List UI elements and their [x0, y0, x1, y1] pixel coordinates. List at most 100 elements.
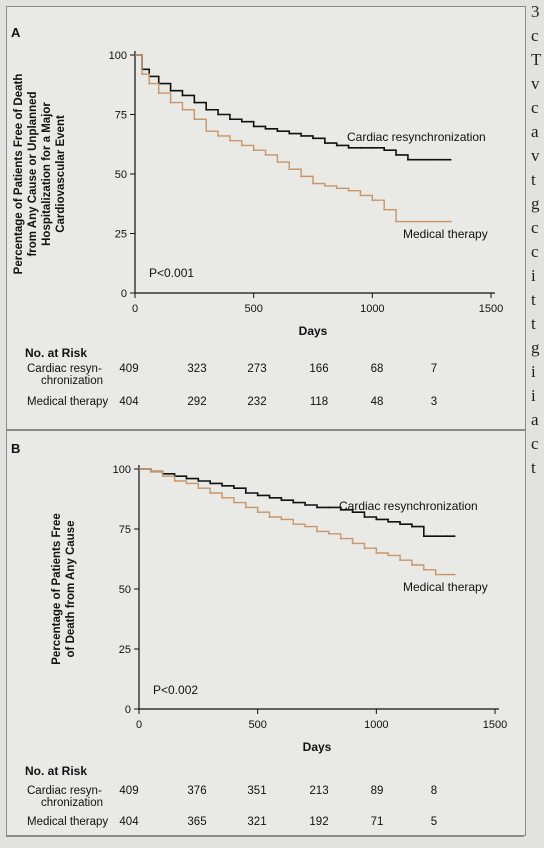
risk-row-value: 273 — [247, 363, 266, 375]
risk-row-value: 213 — [309, 785, 328, 797]
y-tick-label: 50 — [119, 584, 131, 596]
series-point — [264, 127, 267, 130]
risk-row-value: 5 — [431, 816, 437, 828]
risk-row-value: 3 — [431, 396, 437, 408]
risk-row-value: 166 — [309, 363, 328, 375]
series-point — [181, 108, 184, 111]
y-tick-label: 75 — [119, 524, 131, 536]
risk-row-label: chronization — [41, 375, 103, 387]
risk-row-value: 409 — [119, 785, 138, 797]
y-axis-label-line: Hospitalization for a Major — [41, 102, 53, 246]
x-axis-label: Days — [299, 324, 328, 338]
risk-row-value: 409 — [119, 363, 138, 375]
x-tick-label: 1500 — [483, 719, 507, 731]
series-point — [276, 130, 279, 133]
series-point — [217, 135, 219, 137]
side-column-char: t — [531, 290, 536, 309]
x-tick-label: 0 — [136, 719, 142, 731]
series-point — [161, 475, 164, 478]
y-tick-label: 0 — [125, 704, 131, 716]
series-point — [323, 142, 326, 144]
side-column-char: t — [531, 170, 536, 189]
series-point — [268, 496, 271, 499]
series-point — [371, 146, 374, 149]
panel-b: B 0 25 50 75 100 0 500 1000 1500 Days Percentage of… — [6, 430, 526, 836]
series-point — [221, 496, 223, 499]
series-point — [442, 158, 445, 161]
panel-letter: B — [11, 441, 20, 456]
series-point — [197, 487, 200, 490]
series-point — [181, 94, 184, 97]
series-point — [411, 564, 413, 566]
series-point — [240, 120, 243, 123]
side-column-char: c — [531, 218, 539, 237]
side-column-char: T — [531, 50, 542, 69]
series-point — [387, 520, 390, 523]
series-point — [193, 118, 196, 121]
series-point — [209, 482, 212, 485]
x-tick-label: 1500 — [479, 303, 503, 315]
y-axis-label-line: of Death from Any Cause — [65, 521, 77, 658]
series-point — [148, 82, 151, 85]
series-point — [335, 187, 338, 190]
series-point — [359, 194, 362, 197]
series-point — [327, 532, 330, 535]
side-column-char: c — [531, 434, 539, 453]
series-point — [453, 535, 456, 538]
series-point — [347, 146, 350, 149]
risk-row-value: 192 — [309, 816, 328, 828]
series-point — [418, 158, 421, 161]
y-tick-label: 25 — [119, 644, 131, 656]
series-point — [442, 220, 445, 223]
series-point — [252, 149, 255, 152]
series-point — [221, 484, 223, 487]
p-value-label: P<0.002 — [153, 683, 198, 697]
side-column-char: t — [531, 458, 536, 477]
series-point — [407, 158, 409, 161]
series-point — [323, 185, 326, 187]
risk-row-value: 89 — [371, 785, 384, 797]
risk-row-value: 48 — [371, 396, 384, 408]
series-point — [229, 118, 231, 121]
series-point — [383, 208, 386, 211]
series-point — [193, 101, 196, 104]
y-axis-label-line: Percentage of Patients Free of Death — [13, 74, 25, 275]
series-point — [446, 573, 449, 576]
series-point — [300, 175, 303, 178]
series-point — [300, 135, 303, 137]
risk-table-header: No. at Risk — [25, 346, 87, 360]
series-point — [339, 537, 342, 540]
series-point — [149, 470, 152, 473]
y-tick-label: 25 — [115, 229, 127, 241]
series-point — [205, 108, 208, 111]
series-line-cardiac-resynchronization — [139, 468, 455, 537]
bottom-divider — [6, 836, 524, 837]
risk-row-value: 376 — [187, 785, 206, 797]
y-tick-label: 75 — [115, 110, 127, 122]
series-point — [446, 535, 449, 538]
x-tick-label: 1000 — [364, 719, 388, 731]
series-point — [327, 506, 330, 509]
panel-letter: A — [11, 25, 21, 40]
risk-row-value: 365 — [187, 816, 206, 828]
series-label: Medical therapy — [403, 227, 488, 241]
risk-row-value: 404 — [119, 816, 139, 828]
risk-row-value: 351 — [247, 785, 266, 797]
y-tick-label: 50 — [115, 169, 127, 181]
side-column-char: g — [531, 338, 540, 357]
series-point — [371, 199, 374, 202]
series-point — [383, 149, 386, 152]
risk-row-value: 71 — [371, 816, 384, 828]
side-column-char: c — [531, 98, 539, 117]
series-point — [304, 525, 307, 528]
series-point — [411, 525, 413, 528]
series-point — [434, 573, 437, 576]
series-point — [422, 535, 425, 538]
series-point — [335, 144, 338, 147]
series-point — [375, 552, 378, 554]
series-point — [141, 73, 144, 75]
series-point — [185, 477, 188, 480]
series-line-medical-therapy — [135, 54, 451, 223]
